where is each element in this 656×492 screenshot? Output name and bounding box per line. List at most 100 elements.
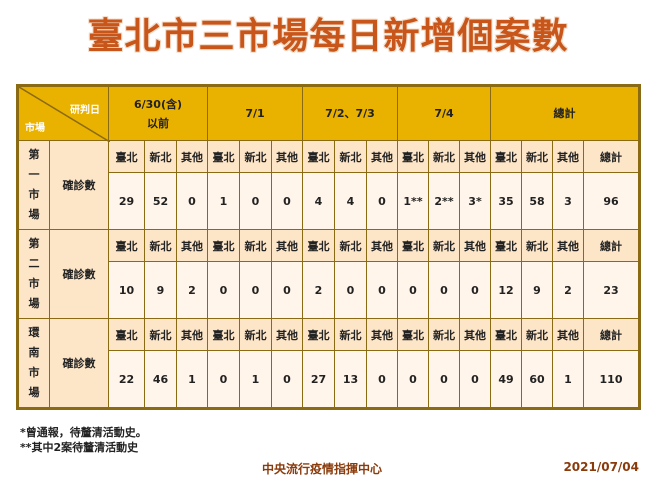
- sub-label-new-taipei: 新北: [239, 229, 272, 262]
- sub-label-new-taipei: 新北: [334, 318, 367, 351]
- footnotes: *曾通報，待釐清活動史。 **其中2案待釐清活動史: [20, 425, 147, 455]
- sub-label-total: 總計: [583, 140, 640, 173]
- value-cell: 13: [334, 350, 367, 409]
- sub-label-other: 其他: [271, 229, 303, 262]
- sub-label-new-taipei: 新北: [334, 140, 367, 173]
- metric-label: 確診數: [49, 140, 109, 230]
- value-cell: 58: [521, 172, 553, 230]
- value-cell: 60: [521, 350, 553, 409]
- footnote-double-asterisk: **其中2案待釐清活動史: [20, 441, 139, 454]
- value-cell: 1: [207, 172, 240, 230]
- value-cell: 3*: [459, 172, 491, 230]
- sub-label-taipei: 臺北: [207, 229, 240, 262]
- diagonal-divider-icon: [19, 87, 110, 142]
- corner-header: 研判日 市場: [17, 85, 110, 142]
- corner-market-label: 市場: [25, 123, 45, 134]
- sub-label-taipei: 臺北: [490, 140, 522, 173]
- sub-label-other: 其他: [552, 318, 584, 351]
- sub-label-other: 其他: [271, 318, 303, 351]
- market-name: 環南市場: [17, 318, 50, 409]
- sub-label-taipei: 臺北: [397, 229, 429, 262]
- sub-label-other: 其他: [271, 140, 303, 173]
- sub-label-other: 其他: [459, 318, 491, 351]
- sub-label-taipei: 臺北: [490, 229, 522, 262]
- market-name: 第一市場: [17, 140, 50, 230]
- value-cell: 0: [239, 261, 272, 319]
- value-cell: 1**: [397, 172, 429, 230]
- sub-label-taipei: 臺北: [302, 318, 335, 351]
- sub-label-taipei: 臺北: [108, 229, 145, 262]
- sub-label-new-taipei: 新北: [334, 229, 367, 262]
- value-cell: 52: [144, 172, 177, 230]
- sub-label-other: 其他: [552, 140, 584, 173]
- value-cell: 0: [397, 261, 429, 319]
- sub-label-new-taipei: 新北: [144, 140, 177, 173]
- sub-label-other: 其他: [459, 229, 491, 262]
- value-cell: 49: [490, 350, 522, 409]
- value-cell: 4: [302, 172, 335, 230]
- sub-label-total: 總計: [583, 229, 640, 262]
- value-cell: 0: [366, 350, 398, 409]
- corner-date-label: 研判日: [70, 105, 100, 116]
- value-cell: 0: [459, 261, 491, 319]
- value-cell: 0: [334, 261, 367, 319]
- value-cell: 0: [207, 350, 240, 409]
- metric-label: 確診數: [49, 229, 109, 319]
- sub-label-taipei: 臺北: [108, 140, 145, 173]
- value-cell: 0: [459, 350, 491, 409]
- metric-label: 確診數: [49, 318, 109, 409]
- sub-label-taipei: 臺北: [108, 318, 145, 351]
- sub-label-taipei: 臺北: [397, 140, 429, 173]
- sub-label-new-taipei: 新北: [239, 318, 272, 351]
- sub-label-taipei: 臺北: [302, 140, 335, 173]
- sub-label-taipei: 臺北: [207, 318, 240, 351]
- sub-label-new-taipei: 新北: [521, 140, 553, 173]
- cases-table: 研判日 市場 6/30(含) 以前 7/1 7/2、7/3 7/4 總計 第一市…: [16, 84, 641, 410]
- value-cell: 27: [302, 350, 335, 409]
- value-cell: 9: [144, 261, 177, 319]
- value-cell: 0: [428, 261, 460, 319]
- total-cell: 110: [583, 350, 640, 409]
- value-cell: 2: [552, 261, 584, 319]
- sub-label-new-taipei: 新北: [521, 318, 553, 351]
- sub-label-other: 其他: [552, 229, 584, 262]
- group-header-total: 總計: [490, 85, 640, 141]
- value-cell: 1: [176, 350, 208, 409]
- sub-label-other: 其他: [366, 229, 398, 262]
- sub-label-other: 其他: [459, 140, 491, 173]
- sub-label-other: 其他: [366, 140, 398, 173]
- market-name: 第二市場: [17, 229, 50, 319]
- value-cell: 0: [428, 350, 460, 409]
- value-cell: 0: [366, 172, 398, 230]
- sub-label-new-taipei: 新北: [428, 318, 460, 351]
- sub-label-other: 其他: [366, 318, 398, 351]
- value-cell: 12: [490, 261, 522, 319]
- value-cell: 9: [521, 261, 553, 319]
- sub-label-taipei: 臺北: [207, 140, 240, 173]
- sub-label-new-taipei: 新北: [428, 229, 460, 262]
- sub-label-new-taipei: 新北: [144, 229, 177, 262]
- value-cell: 10: [108, 261, 145, 319]
- footnote-single-asterisk: *曾通報，待釐清活動史。: [20, 426, 147, 439]
- group-header-0704: 7/4: [397, 85, 491, 141]
- value-cell: 46: [144, 350, 177, 409]
- value-cell: 0: [176, 172, 208, 230]
- group-header-0701: 7/1: [207, 85, 303, 141]
- sub-label-other: 其他: [176, 318, 208, 351]
- page-title: 臺北市三市場每日新增個案數: [87, 16, 569, 57]
- value-cell: 3: [552, 172, 584, 230]
- sub-label-new-taipei: 新北: [144, 318, 177, 351]
- sub-label-new-taipei: 新北: [521, 229, 553, 262]
- group-header-0702-0703: 7/2、7/3: [302, 85, 398, 141]
- value-cell: 0: [271, 261, 303, 319]
- sub-label-new-taipei: 新北: [428, 140, 460, 173]
- sub-label-taipei: 臺北: [490, 318, 522, 351]
- total-cell: 96: [583, 172, 640, 230]
- value-cell: 2: [176, 261, 208, 319]
- sub-label-other: 其他: [176, 140, 208, 173]
- value-cell: 2**: [428, 172, 460, 230]
- value-cell: 0: [271, 172, 303, 230]
- sub-label-new-taipei: 新北: [239, 140, 272, 173]
- group-header-0630: 6/30(含) 以前: [108, 85, 208, 141]
- value-cell: 1: [239, 350, 272, 409]
